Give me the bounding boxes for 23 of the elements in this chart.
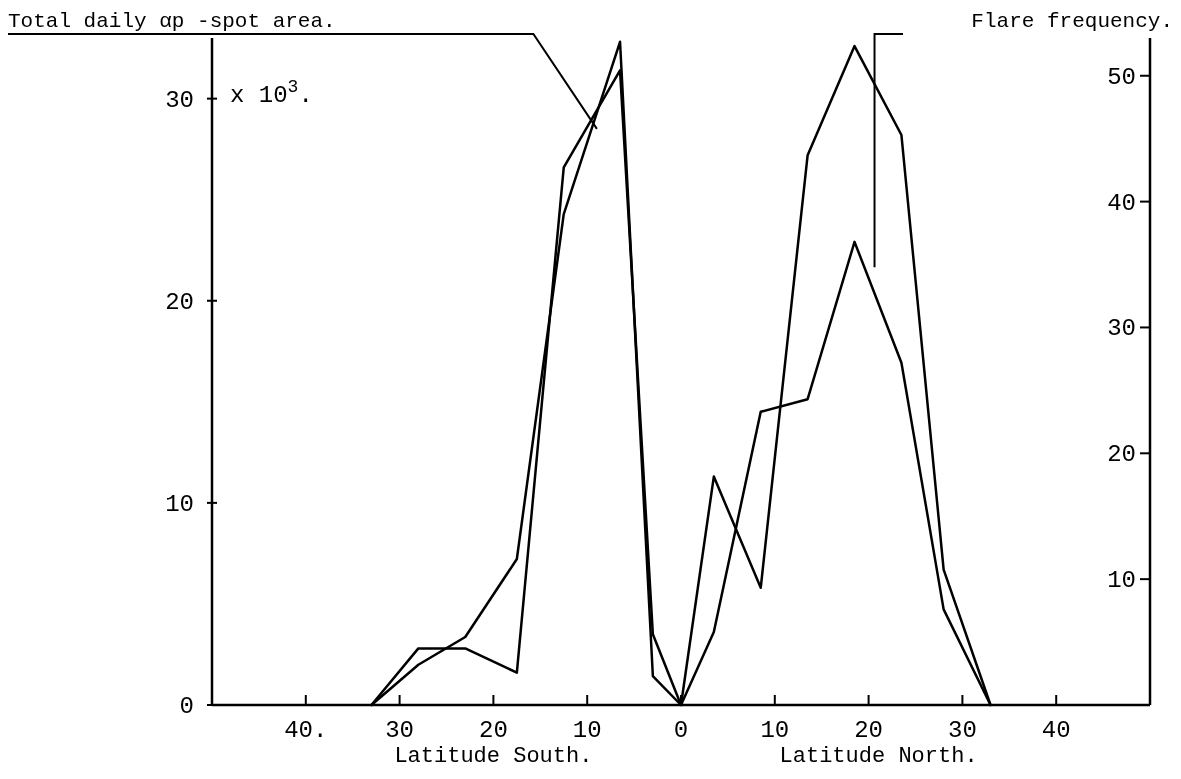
x-tick-label: 10 bbox=[760, 717, 790, 744]
y2-tick-label: 10 bbox=[1107, 567, 1136, 595]
y2-tick-label: 40 bbox=[1107, 189, 1136, 217]
y-axis-title: Total daily αp -spot area. bbox=[8, 10, 336, 33]
text: Latitude North. bbox=[779, 744, 978, 769]
y2-tick-label: 20 bbox=[1107, 441, 1136, 469]
x-tick-label: 0 bbox=[673, 717, 689, 744]
x-tick-label: 30 bbox=[385, 717, 415, 744]
y-tick-label: 30 bbox=[165, 86, 194, 114]
y-tick-label: 0 bbox=[179, 693, 194, 720]
x-tick-label: 40. bbox=[284, 717, 328, 744]
x-tick-label: 10 bbox=[572, 717, 602, 744]
y-tick-label: 10 bbox=[165, 490, 194, 518]
x-tick-label: 40 bbox=[1041, 717, 1071, 744]
x-tick-label: 30 bbox=[947, 717, 977, 744]
y2-tick-label: 30 bbox=[1107, 315, 1136, 343]
annotation: x 10$^{3}$. bbox=[230, 77, 313, 109]
y-tick-label: 20 bbox=[165, 288, 194, 316]
y2-axis-title: Flare frequency. bbox=[971, 10, 1173, 33]
text: Latitude South. bbox=[394, 744, 593, 769]
x-tick-label: 20 bbox=[478, 717, 508, 744]
x-tick-label: 20 bbox=[854, 717, 884, 744]
y2-tick-label: 50 bbox=[1107, 63, 1136, 91]
